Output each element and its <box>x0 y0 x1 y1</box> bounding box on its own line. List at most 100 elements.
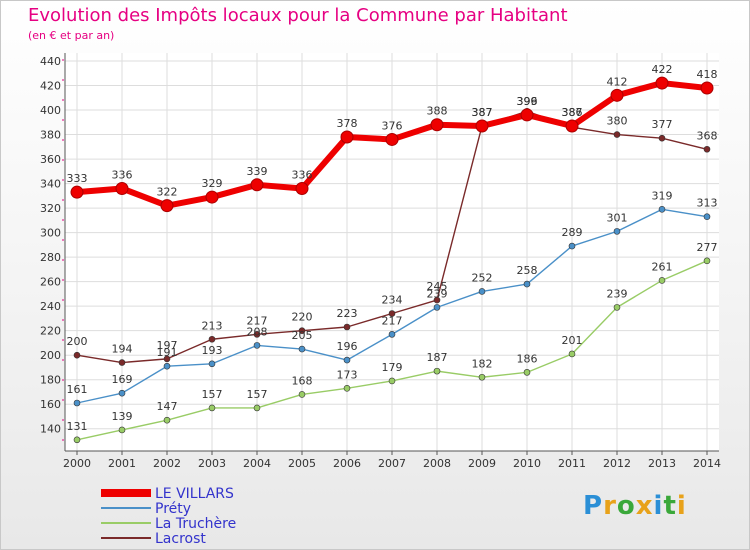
y-tick-label: 140 <box>40 423 61 436</box>
x-tick-label: 2007 <box>378 457 406 470</box>
data-point <box>253 404 261 412</box>
data-label: 378 <box>337 117 358 130</box>
x-tick-label: 2003 <box>198 457 226 470</box>
data-point <box>298 391 306 398</box>
data-label: 289 <box>562 226 583 239</box>
x-tick-label: 2004 <box>243 457 271 470</box>
data-label: 319 <box>652 189 673 202</box>
data-label: 239 <box>427 287 448 300</box>
data-point <box>298 327 306 334</box>
data-point <box>430 118 444 132</box>
data-label: 200 <box>67 335 88 348</box>
data-point <box>658 277 666 284</box>
data-point <box>73 436 81 444</box>
data-point <box>433 367 441 375</box>
data-point <box>295 181 309 195</box>
logo-letter: i <box>653 491 664 521</box>
y-tick-label: 340 <box>40 178 61 191</box>
legend-label: La Truchère <box>155 516 236 532</box>
chart-subtitle: (en € et par an) <box>28 29 115 42</box>
data-label: 217 <box>247 314 268 327</box>
data-point <box>433 296 441 304</box>
y-tick-label: 280 <box>40 251 61 264</box>
y-tick-label: 300 <box>40 227 61 240</box>
data-label: 377 <box>652 118 673 131</box>
y-tick-label: 400 <box>40 104 61 117</box>
legend-label: Préty <box>155 501 191 517</box>
data-point <box>343 384 351 392</box>
data-label: 223 <box>337 307 358 320</box>
data-label: 339 <box>247 165 268 178</box>
data-point <box>568 350 576 358</box>
data-label: 217 <box>382 314 403 327</box>
data-point <box>340 130 354 144</box>
data-label: 245 <box>427 280 448 293</box>
x-tick-label: 2008 <box>423 457 451 470</box>
data-label: 187 <box>427 351 448 364</box>
data-label: 396 <box>517 95 538 108</box>
x-tick-label: 2002 <box>153 457 181 470</box>
data-label: 252 <box>472 271 493 284</box>
x-tick-label: 2005 <box>288 457 316 470</box>
data-label: 380 <box>607 115 628 128</box>
data-point <box>208 404 216 412</box>
data-label: 313 <box>697 197 718 210</box>
data-label: 168 <box>292 374 313 387</box>
x-tick-label: 2014 <box>693 457 721 470</box>
data-point <box>385 132 399 146</box>
data-point <box>250 178 264 192</box>
data-point <box>388 377 396 385</box>
data-label: 182 <box>472 357 493 370</box>
data-point <box>388 331 396 338</box>
data-label: 261 <box>652 260 673 273</box>
x-tick-label: 2000 <box>63 457 91 470</box>
y-tick-label: 240 <box>40 300 61 313</box>
logo-letter: o <box>616 491 636 521</box>
data-point <box>703 145 711 153</box>
data-label: 234 <box>382 294 403 307</box>
data-label: 179 <box>382 361 403 374</box>
data-label: 139 <box>112 410 133 423</box>
data-point <box>253 342 261 349</box>
data-label: 336 <box>292 168 313 181</box>
logo-letter: i <box>676 491 687 521</box>
data-point <box>73 351 81 359</box>
proxiti-logo: Proxiti <box>583 491 687 521</box>
y-tick-label: 420 <box>40 80 61 93</box>
data-point <box>613 228 621 235</box>
y-tick-label: 380 <box>40 129 61 142</box>
data-label: 197 <box>157 339 178 352</box>
data-label: 412 <box>607 75 628 88</box>
x-tick-label: 2010 <box>513 457 541 470</box>
y-tick-label: 200 <box>40 349 61 362</box>
y-tick-label: 360 <box>40 153 61 166</box>
data-label: 418 <box>697 68 718 81</box>
data-label: 258 <box>517 264 538 277</box>
data-point <box>163 355 171 363</box>
data-point <box>160 199 174 213</box>
y-tick-label: 160 <box>40 398 61 411</box>
data-label: 194 <box>112 343 133 356</box>
data-point <box>703 213 711 220</box>
data-point <box>475 119 489 133</box>
data-label: 387 <box>472 106 493 119</box>
logo-letter: r <box>603 491 617 521</box>
data-label: 157 <box>247 388 268 401</box>
data-label: 147 <box>157 400 178 413</box>
data-point <box>208 360 216 368</box>
data-label: 213 <box>202 319 223 332</box>
data-point <box>208 335 216 343</box>
data-point <box>520 108 534 122</box>
logo-letter: P <box>583 491 604 521</box>
data-point <box>658 134 666 142</box>
data-label: 169 <box>112 373 133 386</box>
data-label: 388 <box>427 105 448 118</box>
data-label: 336 <box>112 168 133 181</box>
data-point <box>118 359 126 366</box>
data-point <box>565 119 579 133</box>
data-point <box>433 304 441 311</box>
data-label: 208 <box>247 325 268 338</box>
x-tick-label: 2001 <box>108 457 136 470</box>
data-point <box>253 331 261 338</box>
data-point <box>343 356 351 364</box>
